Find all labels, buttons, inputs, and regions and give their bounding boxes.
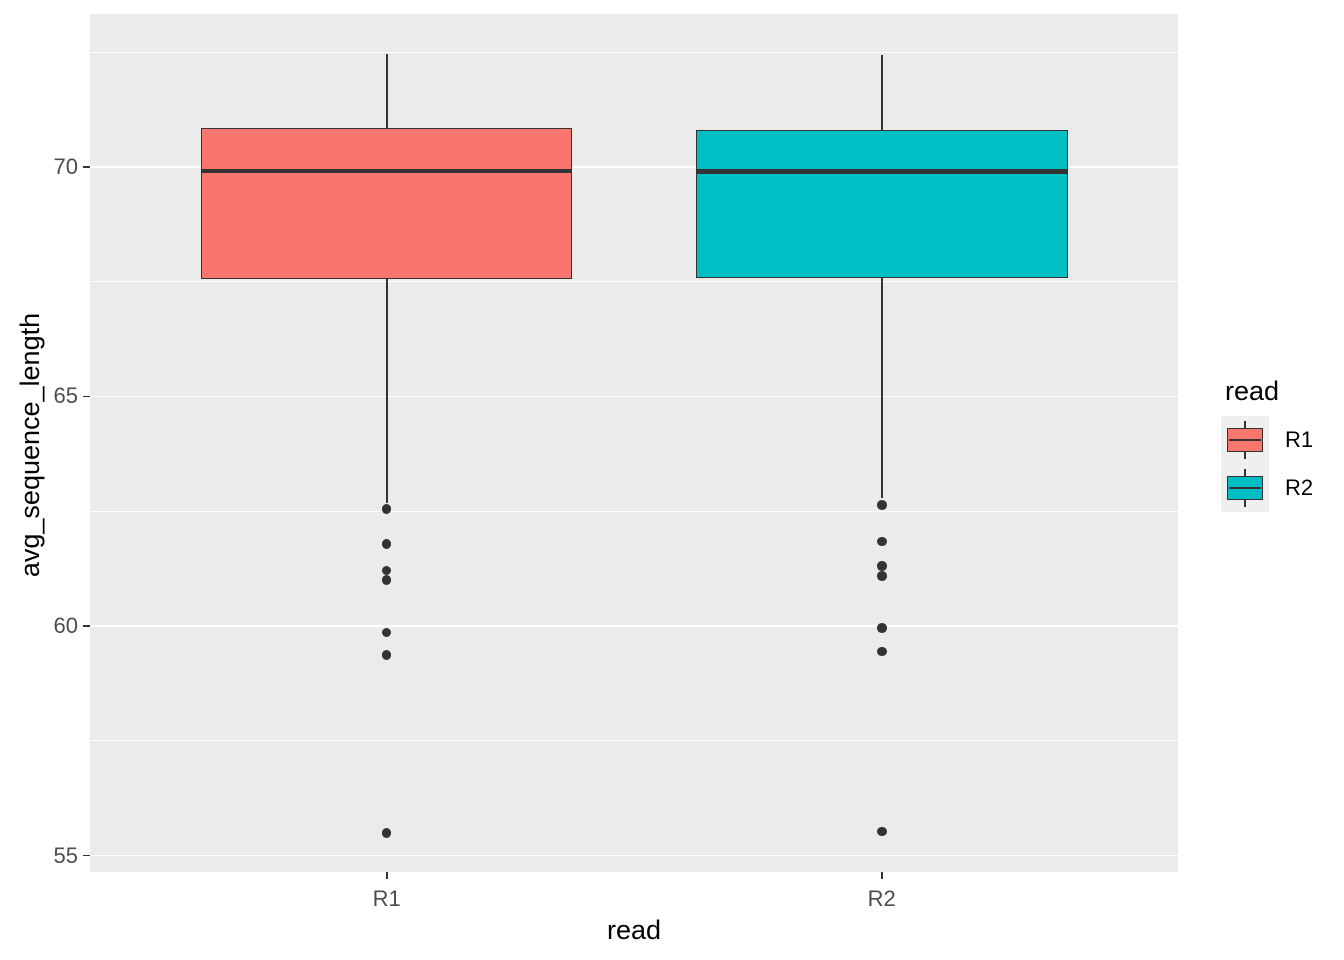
y-tick-mark <box>83 165 90 168</box>
legend-label: R2 <box>1285 475 1314 500</box>
outlier-dot-r2 <box>877 623 887 633</box>
outlier-dot-r2 <box>877 646 887 657</box>
median-r1 <box>200 168 573 174</box>
gridline-minor <box>90 510 1178 512</box>
outlier-dot-r1 <box>381 650 392 660</box>
gridline-major <box>90 625 1178 627</box>
y-tick-label: 55 <box>53 842 78 868</box>
whisker-lower-r2 <box>880 278 883 499</box>
legend-entry-r2: R2 <box>1221 464 1344 512</box>
box-r1 <box>200 127 573 280</box>
whisker-lower-r1 <box>385 279 388 504</box>
legend-key-swatch <box>1221 416 1269 464</box>
x-tick-label: R1 <box>372 886 401 911</box>
x-axis-title: read <box>606 915 662 945</box>
outlier-dot-r2 <box>877 500 887 510</box>
outlier-dot-r2 <box>877 826 887 837</box>
y-tick-label: 70 <box>53 153 78 179</box>
median-r2 <box>696 169 1068 174</box>
outlier-dot-r2 <box>877 571 887 581</box>
y-tick-label: 65 <box>53 383 78 409</box>
gridline-major <box>90 165 1178 168</box>
legend-boxplot-median-icon <box>1228 486 1262 490</box>
y-tick-mark <box>83 854 90 857</box>
gridline-minor <box>90 740 1178 742</box>
legend-boxplot-median-icon <box>1228 438 1262 442</box>
plot-panel <box>90 14 1178 872</box>
y-axis-title: avg_sequence_length <box>15 312 45 578</box>
y-tick-mark <box>83 395 90 398</box>
outlier-dot-r2 <box>877 536 887 547</box>
outlier-dot-r2 <box>877 561 887 571</box>
outlier-dot-r1 <box>381 575 392 585</box>
outlier-dot-r1 <box>381 565 392 576</box>
x-tick-mark <box>880 872 883 879</box>
outlier-dot-r1 <box>381 504 392 514</box>
gridline-major <box>90 395 1178 398</box>
box-r2 <box>696 129 1068 279</box>
x-tick-mark <box>385 872 388 879</box>
x-tick-label: R2 <box>867 886 896 911</box>
legend-entry-r1: R1 <box>1221 416 1344 464</box>
y-tick-mark <box>83 625 90 627</box>
gridline-minor <box>90 51 1178 53</box>
legend-title: read <box>1225 376 1280 406</box>
outlier-dot-r1 <box>381 539 392 549</box>
y-tick-label: 60 <box>53 612 78 638</box>
legend: read R1 R2 <box>1221 376 1344 512</box>
whisker-upper-r2 <box>880 54 883 130</box>
gridline-minor <box>90 281 1178 283</box>
legend-label: R1 <box>1285 427 1314 452</box>
gridline-major <box>90 854 1178 857</box>
legend-keys: R1 R2 <box>1221 416 1344 512</box>
outlier-dot-r1 <box>381 627 392 638</box>
outlier-dot-r1 <box>381 828 392 838</box>
legend-key-swatch <box>1221 464 1269 512</box>
whisker-upper-r1 <box>385 53 388 128</box>
